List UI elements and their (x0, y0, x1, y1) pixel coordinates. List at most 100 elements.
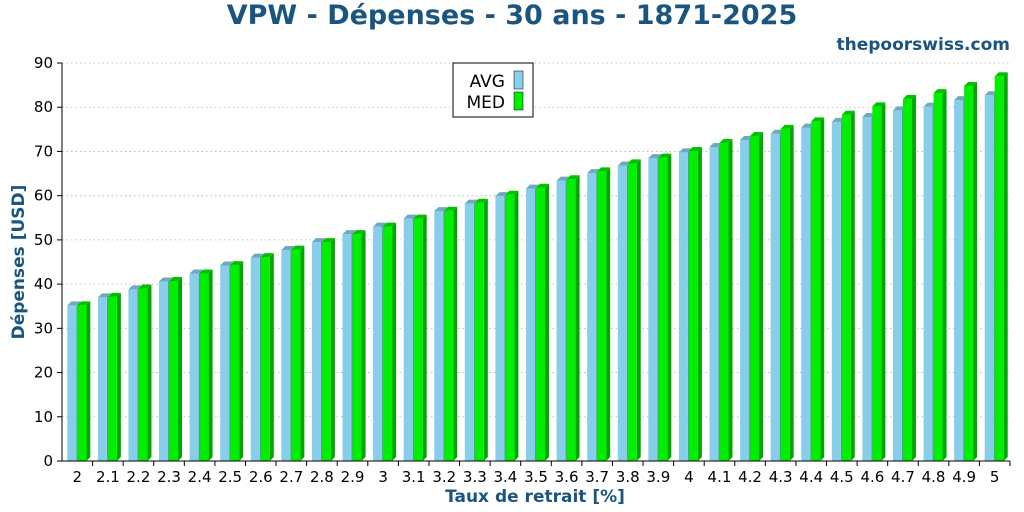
bar-avg-top (587, 169, 601, 174)
bar-med-top (964, 81, 978, 86)
bar-med-top (933, 89, 947, 94)
bar-avg (434, 211, 444, 461)
bar-med-side (636, 159, 641, 461)
x-tick-label: 3.7 (585, 468, 609, 486)
bar-avg (587, 173, 597, 461)
bar-med-side (606, 167, 611, 461)
bar-avg (159, 281, 169, 461)
bar-avg (740, 139, 750, 462)
bar-avg-top (250, 253, 264, 258)
x-tick-label: 3.5 (524, 468, 548, 486)
bar-med-top (719, 139, 733, 144)
x-tick-label: 3.9 (646, 468, 670, 486)
y-tick-label: 50 (34, 231, 53, 249)
bar-med-side (973, 81, 978, 462)
bar-med (964, 85, 974, 462)
bar-avg (281, 250, 291, 461)
bar-med (994, 76, 1004, 462)
bar-med (230, 265, 240, 461)
bar-med-side (422, 214, 427, 461)
bar-med-side (728, 139, 733, 461)
x-tick-label: 2.2 (127, 468, 151, 486)
bar-avg-top (556, 176, 570, 181)
legend-swatch-avg (513, 70, 524, 90)
bar-med (352, 234, 362, 461)
x-tick-label: 4.8 (922, 468, 946, 486)
bar-avg-top (434, 207, 448, 212)
bar-med-side (147, 284, 152, 461)
legend-label-med: MED (467, 93, 506, 113)
bar-avg-top (189, 269, 203, 274)
bar-med-top (291, 245, 305, 250)
bar-med-side (208, 269, 213, 461)
x-tick-label: 2.4 (188, 468, 212, 486)
x-tick-label: 3 (378, 468, 388, 486)
bar-avg (678, 152, 688, 461)
bar-avg-top (128, 285, 142, 290)
y-tick-label: 90 (34, 54, 53, 72)
bar-med (841, 114, 851, 462)
bar-avg-top (984, 91, 998, 96)
bar-avg (495, 196, 505, 461)
bar-med-side (239, 261, 244, 461)
bar-med-side (820, 117, 825, 461)
x-tick-label: 2.3 (157, 468, 181, 486)
bar-med-top (688, 147, 702, 152)
x-tick-label: 2.7 (279, 468, 303, 486)
bar-avg (526, 188, 535, 461)
bar-med-top (750, 131, 764, 136)
bar-med (780, 128, 790, 461)
bar-avg (709, 147, 719, 461)
bar-med (413, 218, 423, 461)
bar-avg-top (770, 129, 784, 134)
bar-med-side (850, 110, 855, 462)
bar-avg (189, 273, 199, 461)
bar-med-top (597, 167, 611, 172)
bar-avg (648, 158, 658, 462)
bar-med-side (667, 153, 672, 461)
bar-med-side (178, 277, 183, 461)
bar-med-side (392, 222, 397, 461)
bar-med (199, 273, 209, 461)
bar-avg-top (495, 192, 509, 197)
bar-avg-top (403, 214, 417, 219)
bar-avg-top (373, 222, 387, 227)
bar-avg-top (892, 106, 906, 111)
bar-med-top (902, 94, 916, 99)
bar-med-side (116, 292, 121, 461)
x-tick-label: 3.8 (616, 468, 640, 486)
bar-med-side (789, 124, 794, 461)
bar-avg-top (97, 293, 111, 298)
x-tick-label: 4.4 (799, 468, 823, 486)
bar-avg-top (526, 184, 539, 189)
bar-avg-top (709, 143, 723, 148)
bar-avg (403, 218, 413, 461)
x-tick-label: 2.5 (218, 468, 242, 486)
bar-med-side (483, 198, 488, 461)
bar-med (872, 106, 882, 462)
bar-avg (617, 165, 627, 461)
bar-med (291, 249, 301, 461)
source-label[interactable]: thepoorswiss.com (836, 35, 1011, 55)
bar-med (627, 163, 637, 461)
bar-med-top (841, 110, 855, 115)
bar-avg (250, 257, 260, 461)
bar-avg (801, 127, 811, 461)
bar-avg-top (831, 117, 845, 122)
bar-med-side (697, 147, 702, 461)
bar-med-side (911, 94, 916, 461)
x-tick-label: 4.9 (952, 468, 976, 486)
x-tick-label: 4.3 (769, 468, 793, 486)
bar-med-top (536, 183, 549, 188)
bar-med (750, 135, 760, 461)
x-tick-label: 2.9 (341, 468, 365, 486)
bar-avg (892, 110, 902, 461)
bar-med (260, 257, 270, 461)
bar-med-top (658, 153, 672, 158)
bar-avg-top (862, 112, 876, 117)
bar-med (688, 151, 698, 461)
x-axis-label: Taux de retrait [%] (445, 487, 625, 507)
bar-med-top (230, 261, 244, 266)
bar-med-side (1003, 72, 1008, 462)
